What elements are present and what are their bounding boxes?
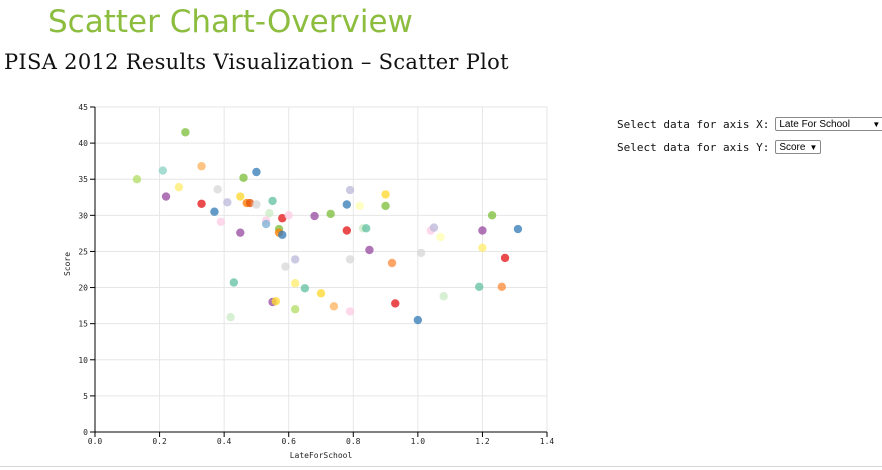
y-tick-label: 20 [78,284,88,293]
data-point[interactable] [197,162,206,171]
grid-lines [94,106,548,433]
y-axis-select-label: Select data for axis Y: [617,140,770,154]
x-tick-label: 0.0 [88,437,103,446]
data-point[interactable] [239,173,248,182]
data-point[interactable] [181,128,190,137]
data-point[interactable] [497,282,506,292]
data-point[interactable] [213,185,222,194]
data-point[interactable] [245,198,255,208]
y-tick-label: 30 [78,211,88,220]
data-point[interactable] [513,224,523,234]
x-axis-select-value: Late For School [779,118,850,130]
slide-title: Scatter Chart-Overview [48,4,413,40]
data-point[interactable] [345,255,355,264]
data-point[interactable] [342,226,352,235]
axis-controls: Select data for axis X: Late For School … [617,116,882,162]
data-point[interactable] [210,207,219,216]
data-point[interactable] [475,282,484,292]
data-point[interactable] [342,200,352,209]
y-axis-select[interactable]: Score ▼ [775,140,822,154]
x-tick-label: 0.2 [152,437,167,446]
data-point[interactable] [261,219,271,229]
data-point[interactable] [345,185,355,195]
data-point[interactable] [326,209,335,219]
y-tick-label: 40 [78,139,88,148]
data-point[interactable] [345,307,355,316]
data-point[interactable] [416,248,426,258]
data-point[interactable] [252,167,261,177]
y-tick-label: 5 [83,392,88,401]
dropdown-arrow-icon: ▼ [872,119,881,129]
data-point[interactable] [216,217,226,227]
data-point[interactable] [265,208,274,218]
data-point[interactable] [478,243,487,253]
scatter-chart: 0.0 0.2 0.4 0.6 0.8 1.0 1.2 1.4 0 5 10 15 20 25 30 35 40… [63,103,554,460]
x-axis-select[interactable]: Late For School ▼ [775,117,882,131]
data-point[interactable] [391,299,400,308]
data-point[interactable] [271,297,280,306]
data-point[interactable] [278,214,287,223]
data-point[interactable] [223,198,232,207]
data-point[interactable] [387,258,397,268]
data-point[interactable] [381,190,390,199]
data-point[interactable] [290,255,300,264]
y-axis-label: Score [63,252,72,276]
x-tick-label: 1.2 [475,437,490,446]
data-point[interactable] [310,211,319,221]
x-axis-select-label: Select data for axis X: [617,117,770,131]
data-point[interactable] [413,315,423,325]
page-heading: PISA 2012 Results Visualization – Scatte… [4,50,509,74]
data-point[interactable] [439,292,448,301]
data-points [132,128,523,325]
data-point[interactable] [278,230,287,240]
dropdown-arrow-icon: ▼ [809,142,818,152]
x-tick-label: 0.4 [217,437,232,446]
x-axis-control: Select data for axis X: Late For School … [617,116,882,132]
y-tick-label: 15 [78,320,88,329]
data-point[interactable] [436,232,445,242]
data-point[interactable] [290,305,300,314]
data-point[interactable] [158,166,167,175]
x-tick-label: 1.4 [540,437,555,446]
data-point[interactable] [487,211,497,220]
data-point[interactable] [316,289,326,298]
data-point[interactable] [329,302,339,311]
data-point[interactable] [281,262,290,271]
data-point[interactable] [252,200,261,209]
data-point[interactable] [500,253,510,263]
data-point[interactable] [362,224,371,233]
x-axis-label: LateForSchool [290,451,353,460]
data-point[interactable] [229,278,239,287]
data-point[interactable] [478,226,487,235]
data-point[interactable] [268,196,277,206]
axes: 0.0 0.2 0.4 0.6 0.8 1.0 1.2 1.4 0 5 10 15 20 25 30 35 40… [78,103,554,446]
data-point[interactable] [365,245,374,255]
y-tick-label: 25 [78,247,88,256]
y-tick-label: 0 [83,428,88,437]
data-point[interactable] [381,201,390,211]
y-tick-label: 10 [78,356,88,365]
data-point[interactable] [236,228,245,237]
y-axis-select-value: Score [779,141,806,153]
data-point[interactable] [355,201,364,211]
data-point[interactable] [132,175,142,184]
data-point[interactable] [284,211,293,220]
data-point[interactable] [161,192,171,201]
data-point[interactable] [226,312,235,322]
y-tick-label: 45 [78,103,88,112]
data-point[interactable] [290,279,300,288]
y-tick-label: 35 [78,175,88,184]
x-tick-label: 1.0 [411,437,426,446]
bottom-divider [0,466,882,467]
data-point[interactable] [429,223,439,232]
x-tick-label: 0.8 [346,437,361,446]
y-axis-control: Select data for axis Y: Score ▼ [617,139,882,155]
x-tick-label: 0.6 [281,437,296,446]
data-point[interactable] [236,192,245,201]
data-point[interactable] [300,284,310,293]
data-point[interactable] [174,182,184,192]
data-point[interactable] [197,199,206,208]
